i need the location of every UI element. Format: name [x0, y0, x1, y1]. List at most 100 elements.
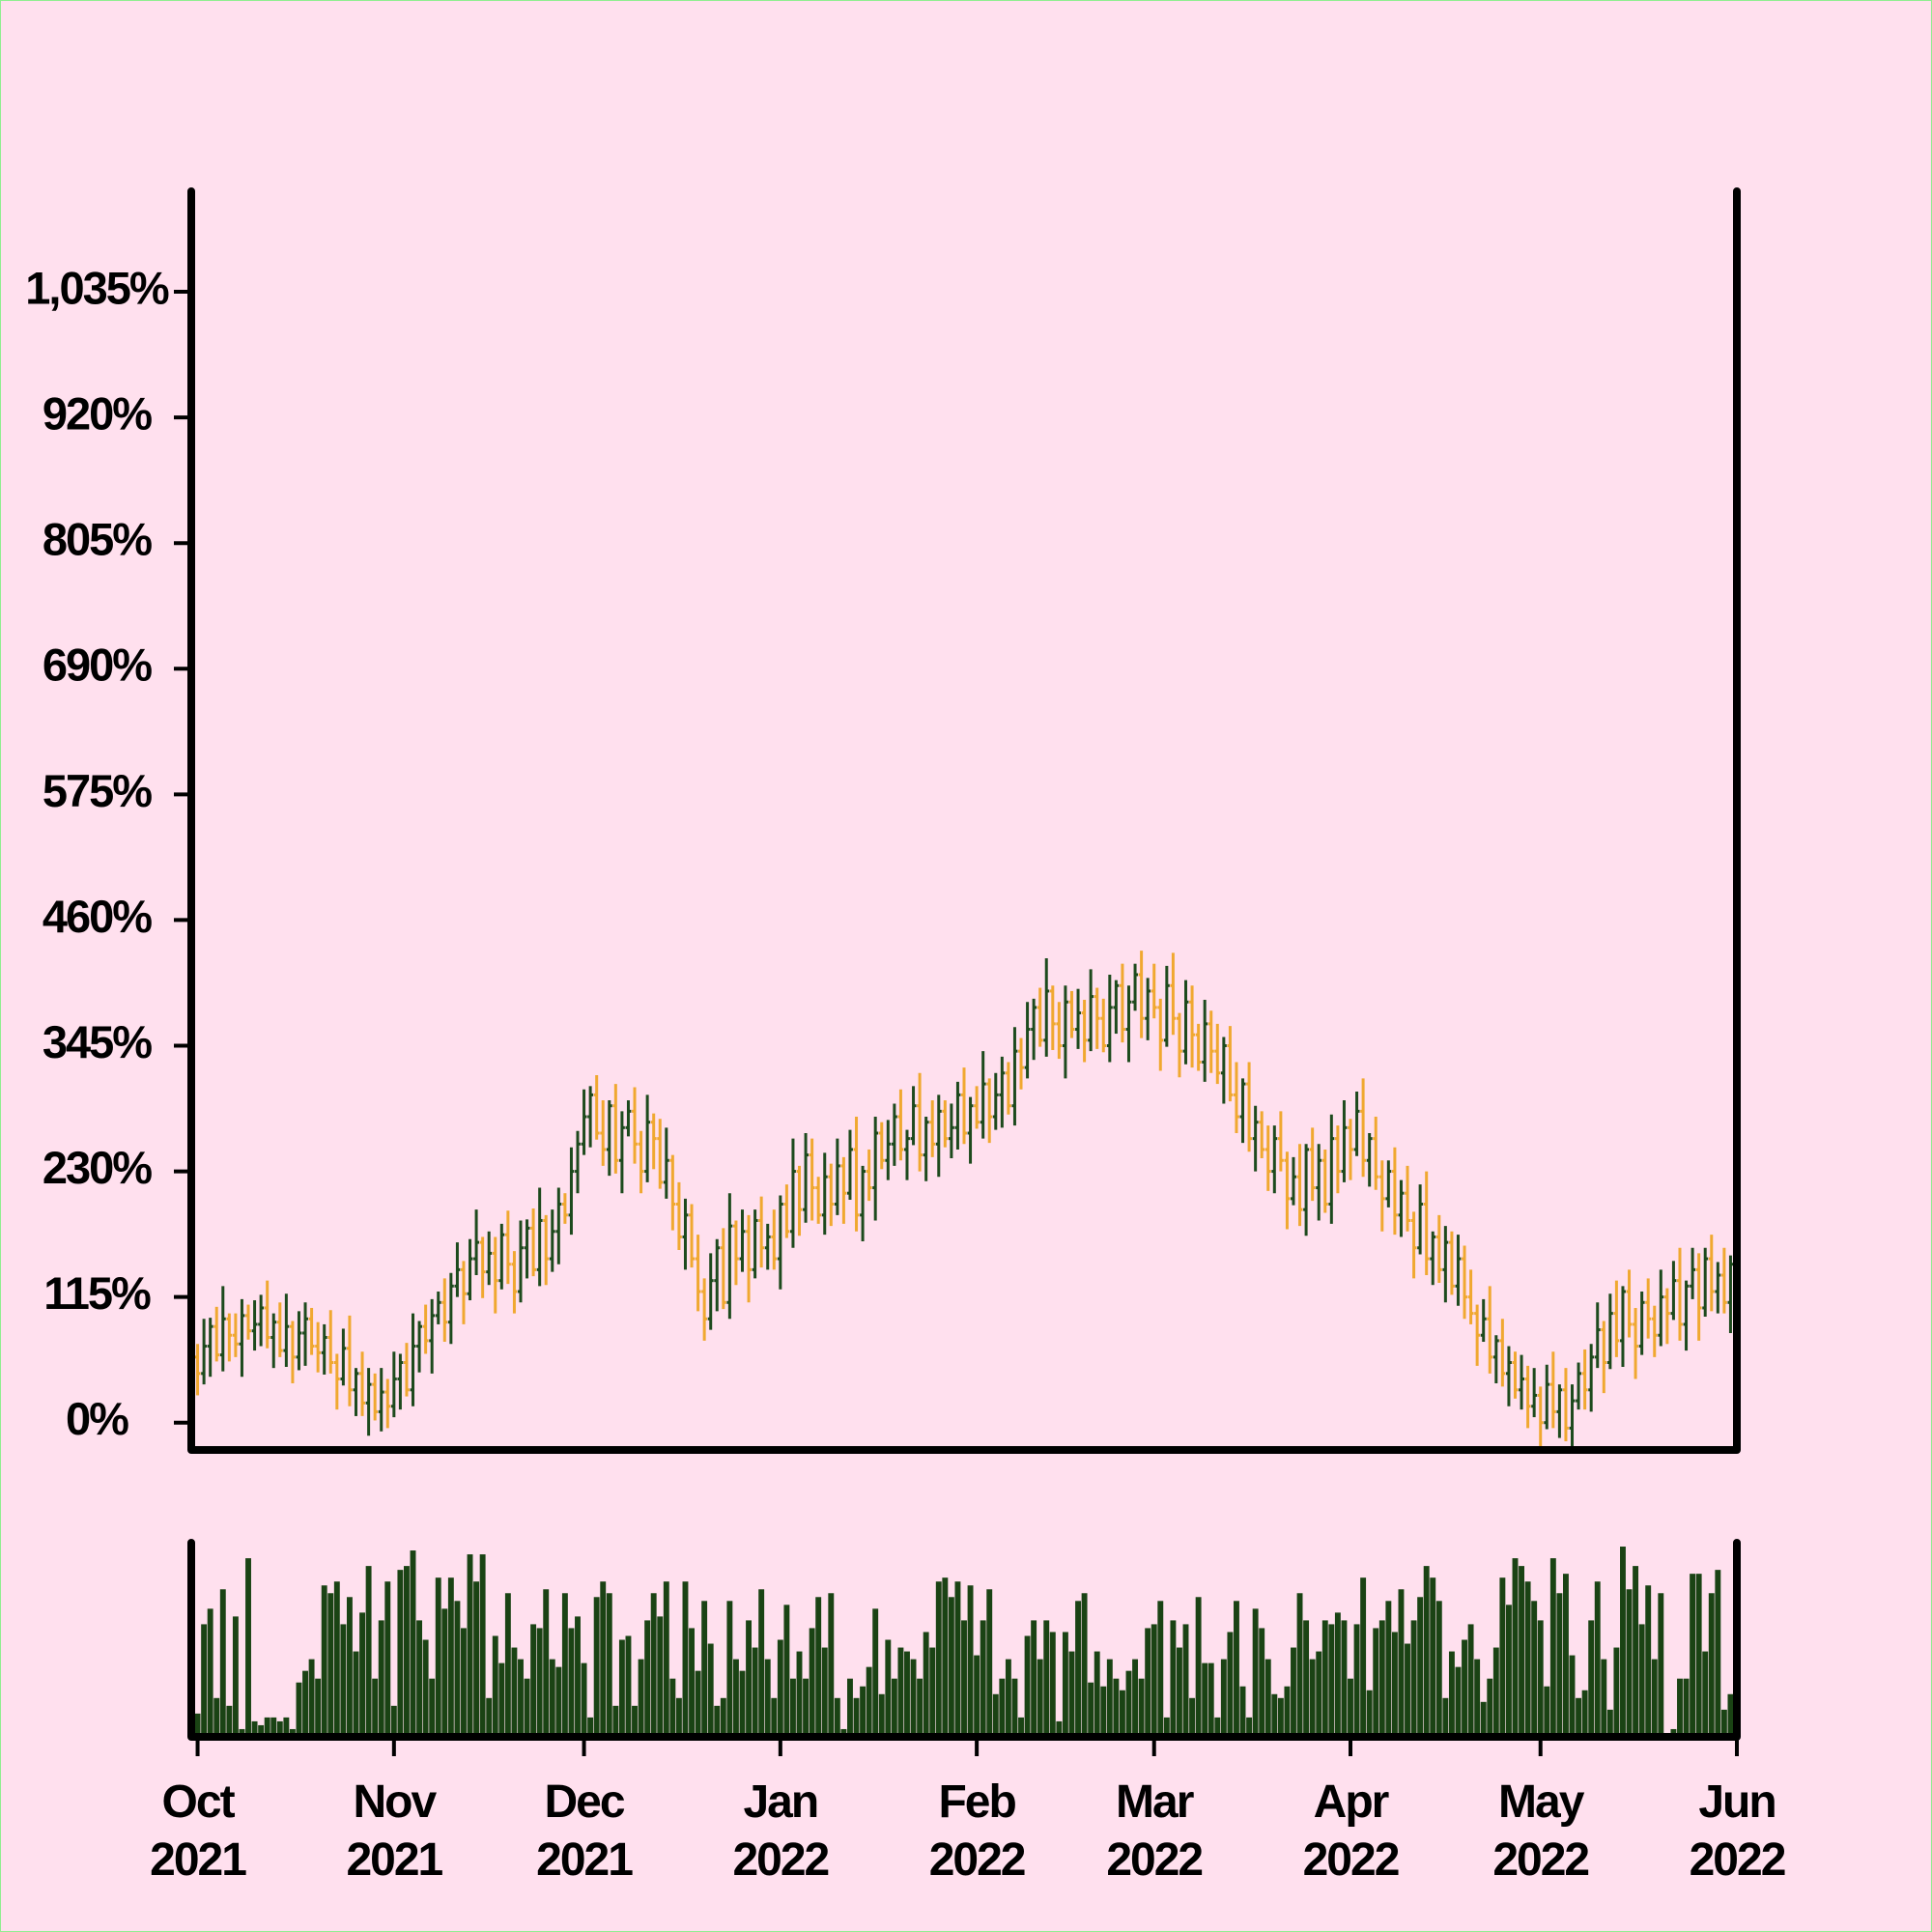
volume-bar — [276, 1720, 283, 1737]
volume-bar — [739, 1670, 746, 1737]
volume-bar — [1163, 1717, 1170, 1737]
volume-bar — [974, 1655, 980, 1737]
volume-bar — [701, 1601, 708, 1737]
volume-bar — [530, 1624, 537, 1737]
volume-bar — [1638, 1624, 1645, 1737]
volume-bar — [1423, 1566, 1430, 1737]
volume-bar — [251, 1720, 258, 1737]
volume-bar — [878, 1693, 885, 1737]
x-tick-label: Dec 2021 — [536, 1776, 634, 1886]
volume-bar — [1062, 1632, 1068, 1737]
volume-bar — [568, 1628, 575, 1737]
volume-bar — [479, 1554, 486, 1737]
volume-bar — [980, 1620, 986, 1737]
volume-bar — [1549, 1558, 1556, 1737]
volume-bar — [632, 1705, 638, 1737]
volume-bar — [1556, 1593, 1563, 1737]
volume-bar — [1145, 1628, 1151, 1737]
volume-bar — [1410, 1620, 1417, 1737]
volume-bar — [346, 1597, 353, 1737]
y-tick-label: 115% — [43, 1267, 151, 1319]
volume-bar — [365, 1566, 372, 1737]
x-tick-label: Jun 2022 — [1689, 1776, 1787, 1886]
volume-bar — [1075, 1601, 1081, 1737]
volume-bar — [1234, 1601, 1239, 1737]
volume-bar — [1227, 1632, 1234, 1737]
volume-bar — [1442, 1697, 1449, 1737]
volume-bar — [321, 1585, 327, 1737]
volume-bar — [593, 1597, 600, 1737]
volume-bar — [397, 1570, 404, 1737]
volume-bar — [561, 1593, 568, 1737]
volume-bar — [1633, 1566, 1639, 1737]
x-tick-label: May 2022 — [1492, 1776, 1590, 1886]
volume-bar — [1271, 1693, 1278, 1737]
volume-bar — [840, 1728, 847, 1737]
volume-bar — [1246, 1717, 1253, 1737]
volume-bar — [454, 1601, 461, 1737]
volume-bar — [327, 1593, 334, 1737]
volume-bar — [1448, 1651, 1455, 1737]
volume-bar — [669, 1678, 676, 1737]
volume-bar — [954, 1581, 961, 1737]
volume-bar — [384, 1581, 391, 1737]
volume-bar — [1056, 1720, 1063, 1737]
volume-bar — [1239, 1686, 1246, 1737]
volume-bar — [600, 1581, 607, 1737]
volume-bar — [1677, 1678, 1683, 1737]
volume-bar — [618, 1639, 625, 1737]
volume-bar — [612, 1705, 619, 1737]
volume-bar — [1373, 1628, 1379, 1737]
volume-bar — [1455, 1666, 1462, 1737]
volume-bar — [302, 1670, 308, 1737]
volume-bar — [650, 1593, 657, 1737]
volume-bar — [416, 1620, 423, 1737]
volume-bar — [783, 1605, 790, 1737]
volume-bar — [536, 1628, 543, 1737]
volume-bar — [1296, 1593, 1303, 1737]
volume-bar — [1512, 1558, 1519, 1737]
volume-bar — [992, 1693, 999, 1737]
volume-bar — [340, 1624, 347, 1737]
volume-axes-frame — [187, 1539, 1741, 1741]
volume-bar — [689, 1628, 695, 1737]
volume-bar — [1531, 1601, 1538, 1737]
volume-bar — [682, 1581, 689, 1737]
volume-bar — [726, 1601, 733, 1737]
volume-bar — [1303, 1620, 1310, 1737]
volume-bar — [1417, 1597, 1424, 1737]
price-plot — [194, 951, 1734, 1450]
volume-bar — [1113, 1678, 1120, 1737]
volume-bar — [758, 1589, 765, 1737]
volume-bar — [1683, 1678, 1690, 1737]
volume-bar — [961, 1620, 967, 1737]
volume-bar — [239, 1728, 245, 1737]
volume-bar — [359, 1612, 365, 1737]
volume-bar — [1151, 1624, 1157, 1737]
volume-bar — [429, 1678, 436, 1737]
volume-bar — [663, 1581, 669, 1737]
volume-bar — [897, 1647, 904, 1737]
y-tick-label: 690% — [43, 639, 152, 691]
volume-bar — [486, 1697, 493, 1737]
volume-bar — [1563, 1574, 1569, 1737]
volume-bar — [1487, 1678, 1493, 1737]
y-tick-label: 230% — [43, 1142, 152, 1193]
volume-bar — [1100, 1686, 1107, 1737]
y-tick-label: 805% — [43, 514, 152, 565]
volume-bar — [638, 1659, 644, 1737]
volume-bar — [1264, 1659, 1271, 1737]
axes: 0% 115% 230% 345% 460% 575% 690% 805% 920% 1,035% — [25, 187, 1741, 1756]
volume-bar — [1259, 1628, 1265, 1737]
volume-bar — [752, 1647, 758, 1737]
volume-bar — [1157, 1601, 1164, 1737]
volume-bar — [1695, 1574, 1702, 1737]
volume-bar — [904, 1651, 910, 1737]
volume-bar — [714, 1705, 721, 1737]
volume-bar — [1043, 1620, 1050, 1737]
x-tick-label: Jan 2022 — [732, 1776, 830, 1886]
volume-bar — [264, 1717, 270, 1737]
volume-bar — [1601, 1659, 1607, 1737]
volume-bar — [1011, 1678, 1018, 1737]
volume-bar — [1708, 1593, 1715, 1737]
